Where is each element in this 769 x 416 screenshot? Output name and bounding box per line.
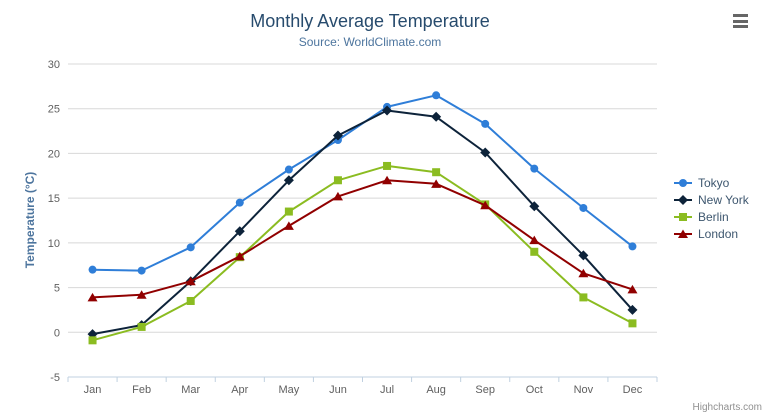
circle-marker-icon bbox=[186, 243, 195, 252]
series-line-tokyo bbox=[92, 94, 634, 272]
triangle-marker-icon bbox=[627, 284, 638, 294]
x-axis-label: Mar bbox=[181, 384, 200, 396]
square-marker-icon bbox=[186, 296, 195, 305]
square-marker-icon bbox=[333, 176, 342, 185]
x-axis-label: Feb bbox=[132, 384, 151, 396]
square-marker-icon bbox=[284, 207, 293, 216]
legend-square-marker-icon bbox=[674, 212, 692, 221]
square-marker-icon bbox=[432, 168, 441, 177]
triangle-marker-icon bbox=[382, 175, 393, 185]
circle-marker-icon bbox=[88, 265, 97, 274]
x-axis: Jan Feb Mar Apr May Jun Jul Aug Sep Oct Nov Dec bbox=[67, 376, 658, 396]
y-axis-label: 10 bbox=[48, 238, 60, 250]
context-menu-button[interactable] bbox=[733, 14, 750, 28]
circle-marker-icon bbox=[137, 266, 146, 275]
y-grid: 30 25 20 15 10 5 0 -5 bbox=[48, 59, 657, 384]
circle-marker-icon bbox=[579, 203, 588, 212]
triangle-marker-icon bbox=[234, 251, 245, 261]
legend-item-berlin[interactable]: Berlin bbox=[673, 208, 749, 225]
diamond-marker-icon bbox=[578, 250, 589, 261]
triangle-marker-icon bbox=[332, 191, 343, 201]
triangle-marker-icon bbox=[480, 200, 491, 210]
legend-diamond-marker-icon bbox=[674, 194, 692, 205]
series-london[interactable] bbox=[87, 175, 638, 302]
circle-marker-icon bbox=[432, 91, 441, 100]
x-axis-label: Sep bbox=[475, 384, 495, 396]
legend-label: Berlin bbox=[698, 209, 729, 224]
triangle-marker-icon bbox=[431, 179, 442, 188]
diamond-marker-icon bbox=[529, 201, 540, 212]
square-marker-icon bbox=[579, 293, 588, 302]
circle-marker-icon bbox=[284, 165, 293, 174]
chart-subtitle: Source: WorldClimate.com bbox=[298, 35, 442, 49]
diamond-marker-icon bbox=[332, 130, 343, 141]
series-line-london bbox=[92, 179, 633, 299]
legend-item-london[interactable]: London bbox=[673, 225, 749, 242]
y-axis-label: -5 bbox=[50, 372, 60, 384]
square-marker-icon bbox=[88, 336, 97, 345]
x-axis-label: Nov bbox=[574, 384, 594, 396]
x-axis-label: Jul bbox=[380, 384, 394, 396]
series-new-york[interactable] bbox=[87, 105, 638, 340]
diamond-marker-icon bbox=[234, 226, 245, 237]
diamond-marker-icon bbox=[283, 175, 294, 186]
highcharts-credit-link[interactable]: Highcharts.com bbox=[692, 402, 762, 413]
legend-item-new-york[interactable]: New York bbox=[673, 191, 749, 208]
square-marker-icon bbox=[383, 161, 392, 170]
circle-marker-icon bbox=[235, 198, 244, 207]
diamond-marker-icon bbox=[431, 111, 442, 122]
hamburger-icon bbox=[733, 19, 748, 23]
x-axis-label: Jun bbox=[329, 384, 347, 396]
triangle-marker-icon bbox=[136, 290, 147, 299]
x-axis-label: May bbox=[278, 384, 299, 396]
diamond-marker-icon bbox=[678, 194, 688, 205]
legend-item-tokyo[interactable]: Tokyo bbox=[673, 174, 749, 191]
legend-label: New York bbox=[698, 192, 749, 207]
triangle-marker-icon bbox=[185, 276, 196, 286]
hamburger-icon bbox=[733, 14, 748, 17]
legend-label: London bbox=[698, 226, 739, 241]
circle-marker-icon bbox=[530, 164, 539, 173]
legend-label: Tokyo bbox=[698, 175, 730, 190]
triangle-marker-icon bbox=[678, 229, 688, 238]
square-marker-icon bbox=[679, 212, 687, 221]
triangle-marker-icon bbox=[283, 221, 294, 230]
x-axis-label: Oct bbox=[526, 384, 543, 396]
circle-marker-icon bbox=[628, 242, 637, 251]
series-line-berlin bbox=[92, 164, 633, 342]
diamond-marker-icon bbox=[382, 105, 393, 116]
square-marker-icon bbox=[137, 322, 146, 331]
y-axis-label: 0 bbox=[54, 327, 60, 339]
y-axis-label: 20 bbox=[48, 148, 60, 160]
x-axis-label: Dec bbox=[623, 384, 643, 396]
triangle-marker-icon bbox=[578, 268, 589, 278]
legend-triangle-marker-icon bbox=[674, 229, 692, 238]
square-marker-icon bbox=[628, 319, 637, 328]
x-axis-label: Jan bbox=[84, 384, 102, 396]
chart-title: Monthly Average Temperature bbox=[250, 11, 490, 31]
x-axis-label: Aug bbox=[426, 384, 446, 396]
triangle-marker-icon bbox=[529, 235, 540, 245]
hamburger-icon bbox=[733, 25, 748, 28]
circle-marker-icon bbox=[679, 178, 687, 187]
legend-circle-marker-icon bbox=[674, 178, 692, 187]
y-axis-label: 15 bbox=[48, 193, 60, 205]
legend: Tokyo New York Berlin London bbox=[673, 174, 749, 242]
x-axis-label: Apr bbox=[231, 384, 248, 396]
diamond-marker-icon bbox=[480, 147, 491, 158]
circle-marker-icon bbox=[481, 119, 490, 128]
y-axis-label: 25 bbox=[48, 104, 60, 116]
y-axis-label: 5 bbox=[54, 283, 60, 295]
series-tokyo[interactable] bbox=[88, 91, 637, 275]
y-axis-label: 30 bbox=[48, 59, 60, 71]
square-marker-icon bbox=[530, 247, 539, 256]
series-line-new-york bbox=[92, 109, 634, 336]
diamond-marker-icon bbox=[627, 304, 638, 315]
triangle-marker-icon bbox=[87, 292, 98, 302]
